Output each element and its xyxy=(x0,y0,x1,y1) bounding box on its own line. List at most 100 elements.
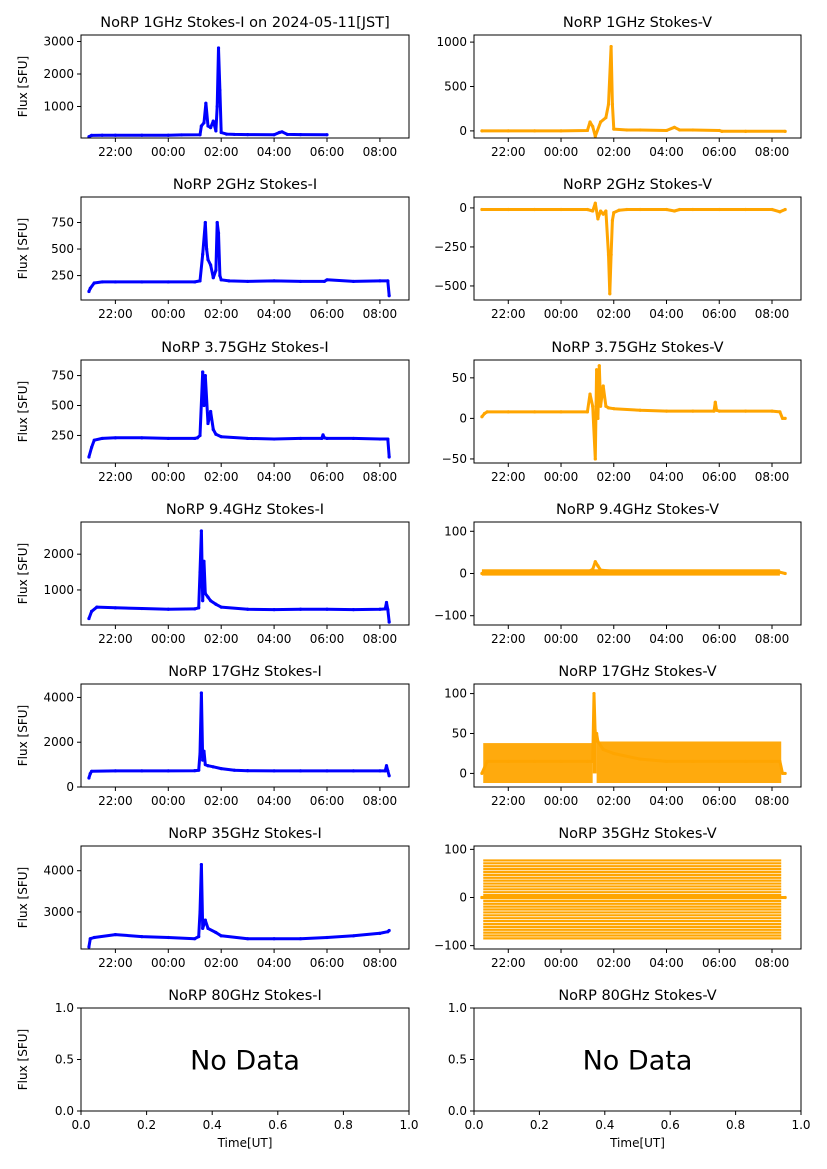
series-line-Stokes-V xyxy=(481,45,786,138)
data-point xyxy=(691,207,695,212)
data-point xyxy=(506,410,510,414)
data-point xyxy=(601,747,605,752)
data-point xyxy=(140,133,144,137)
series-line-Stokes-V xyxy=(480,364,786,461)
x-tick-label: 22:00 xyxy=(98,470,133,484)
axes-frame xyxy=(80,845,410,950)
data-layer xyxy=(87,691,391,780)
data-point xyxy=(601,384,605,388)
data-point xyxy=(272,769,276,773)
subplot-2GHz-I: NoRP 2GHz Stokes-I 22:00 00:00 02:00 04:00 06… xyxy=(16,177,410,321)
data-point xyxy=(387,294,391,298)
x-tick-label: 22:00 xyxy=(491,145,526,159)
data-point xyxy=(672,209,677,213)
data-point xyxy=(533,410,537,414)
data-point xyxy=(591,567,595,571)
data-point xyxy=(351,608,356,612)
data-point xyxy=(232,768,237,772)
data-layer xyxy=(480,44,787,138)
series-line-Stokes-V xyxy=(480,692,786,775)
data-point xyxy=(780,771,785,776)
subplot-title: NoRP 9.4GHz Stokes-I xyxy=(166,502,324,518)
y-tick-label: 2000 xyxy=(43,735,74,749)
y-tick-label: −250 xyxy=(434,240,467,254)
subplot-2GHz-V: NoRP 2GHz Stokes-V 22:00 00:00 02:00 04:00 06… xyxy=(434,177,802,321)
data-point xyxy=(770,409,774,413)
data-point xyxy=(89,609,94,614)
y-tick-label: 500 xyxy=(51,399,74,413)
data-point xyxy=(480,771,484,776)
data-point xyxy=(193,436,197,441)
y-tick-label: 500 xyxy=(444,80,467,94)
data-point xyxy=(783,207,787,212)
data-point xyxy=(598,404,603,408)
data-point xyxy=(206,926,210,931)
data-point xyxy=(166,133,170,137)
y-tick-label: 0 xyxy=(459,567,467,581)
data-point xyxy=(140,769,144,773)
data-point xyxy=(601,212,605,216)
data-point xyxy=(506,129,510,133)
data-layer xyxy=(87,529,391,624)
data-point xyxy=(585,759,589,764)
data-point xyxy=(378,279,382,283)
data-point xyxy=(591,404,595,408)
x-tick-label: 02:00 xyxy=(204,307,239,321)
data-point xyxy=(205,247,209,251)
data-point xyxy=(606,102,611,106)
subplot-35GHz-I: NoRP 35GHz Stokes-I 22:00 00:00 02:00 04:00 0… xyxy=(16,826,410,970)
data-point xyxy=(592,691,596,696)
data-point xyxy=(351,934,356,938)
data-point xyxy=(664,570,669,574)
y-axis-label: Flux [SFU] xyxy=(16,218,30,279)
no-data-annotation: No Data xyxy=(190,1046,300,1077)
x-tick-label: 00:00 xyxy=(151,632,186,646)
data-point xyxy=(199,529,203,533)
data-point xyxy=(559,759,563,764)
data-point xyxy=(193,769,197,773)
axes-frame xyxy=(473,34,802,139)
subplot-title: NoRP 1GHz Stokes-I on 2024-05-11[JST] xyxy=(100,15,390,31)
data-point xyxy=(591,124,595,129)
data-point xyxy=(678,207,682,212)
data-point xyxy=(625,128,629,132)
data-point xyxy=(595,368,599,372)
x-tick-label: 0.2 xyxy=(530,1118,549,1132)
data-point xyxy=(559,129,563,133)
data-point xyxy=(325,278,329,282)
data-point xyxy=(198,433,202,438)
data-point xyxy=(272,133,276,137)
y-tick-label: 0 xyxy=(459,891,467,905)
data-point xyxy=(351,279,356,284)
data-point xyxy=(272,937,276,941)
data-point xyxy=(713,400,717,404)
y-tick-label: 0.5 xyxy=(55,1053,74,1067)
x-tick-label: 06:00 xyxy=(702,307,737,321)
data-point xyxy=(202,403,206,408)
x-tick-label: 00:00 xyxy=(544,794,579,808)
data-point xyxy=(533,570,537,574)
data-point xyxy=(87,616,91,621)
x-tick-label: 02:00 xyxy=(596,470,631,484)
data-point xyxy=(778,210,782,214)
data-point xyxy=(533,207,537,212)
x-tick-label: 02:00 xyxy=(204,632,239,646)
data-point xyxy=(203,373,207,378)
data-point xyxy=(595,731,599,736)
x-tick-label: 06:00 xyxy=(702,956,737,970)
data-point xyxy=(744,129,748,133)
data-point xyxy=(202,121,206,125)
data-point xyxy=(585,410,589,414)
x-tick-label: 00:00 xyxy=(544,145,579,159)
data-point xyxy=(209,409,213,414)
x-tick-label: 06:00 xyxy=(310,632,345,646)
data-point xyxy=(664,128,669,133)
y-tick-label: 2000 xyxy=(43,547,74,561)
data-point xyxy=(617,208,621,212)
series-line-Stokes-I xyxy=(87,529,391,623)
data-point xyxy=(664,409,669,413)
data-point xyxy=(197,768,201,772)
data-point xyxy=(325,436,329,441)
x-tick-label: 08:00 xyxy=(363,470,398,484)
data-point xyxy=(351,769,356,773)
